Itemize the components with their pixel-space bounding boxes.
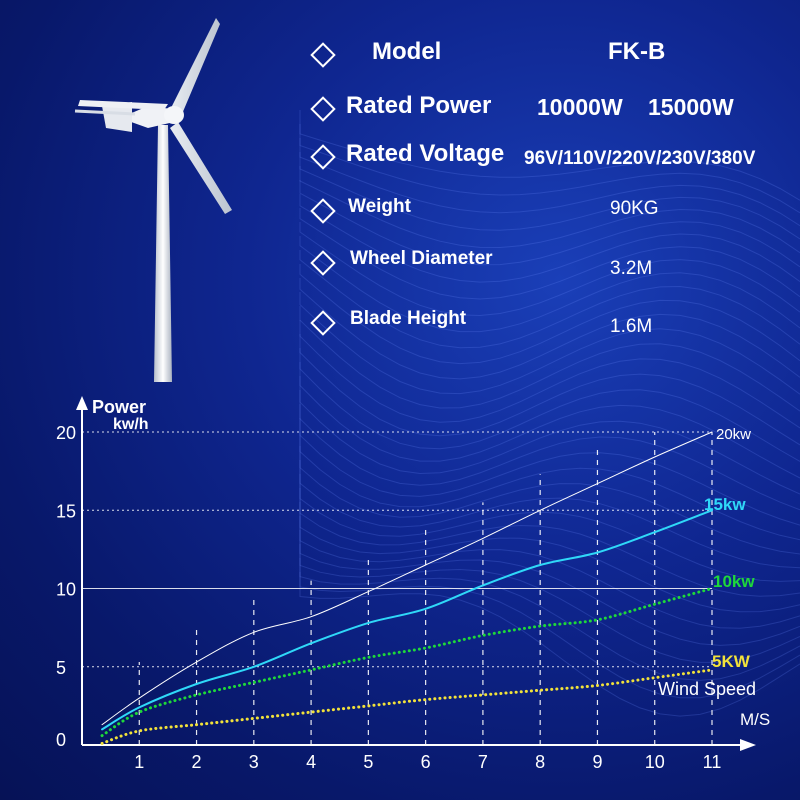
background-wave-line [299,152,800,240]
diamond-icon [310,250,336,276]
spec-label-weight: Weight [348,196,411,217]
x-tick-label: 1 [134,752,144,772]
spec-label-blade-height: Blade Height [350,308,467,329]
spec-value-rated-voltage: 96V/110V/220V/230V/380V [524,148,756,169]
background-wave-line [299,376,800,495]
background-wave-line [299,362,800,479]
background-wave-line [299,194,800,283]
chart-series [100,431,714,745]
series-line-15kw [101,509,713,731]
spec-value-model: FK-B [608,38,666,65]
background-wave-line [299,418,800,541]
spec-row-model: Model FK-B [308,38,798,78]
x-tick-label: 11 [703,752,722,772]
background-wave-line [299,264,800,365]
background-wave-line [299,334,800,446]
x-axis-secondary-label: Wind Speed [658,679,756,699]
series-label-15kw: 15kw [704,495,746,514]
x-tick-label: 6 [421,752,431,772]
background-wave-line [299,236,800,333]
x-tick-label: 5 [363,752,373,772]
series-label-10kw: 10kw [713,572,755,591]
x-tick-label: 8 [535,752,545,772]
background-wave-line [299,320,800,429]
x-axis-label: M/S [740,710,770,729]
background-wave-line [299,292,800,395]
background-wave-line [299,222,800,317]
background-wave-line [299,348,800,462]
y-axis-unit: kw/h [113,416,149,433]
spec-list: Model FK-B Rated Power 10000W 15000W Rat… [0,0,800,380]
spec-value-rated-power-2: 15000W [648,94,734,120]
background-wave-line [299,124,800,214]
spec-label-wheel-diameter: Wheel Diameter [350,248,493,269]
spec-row-wheel-diameter: Wheel Diameter 3.2M [308,246,798,286]
spec-label-model: Model [372,38,442,65]
y-axis-arrow-icon [76,396,88,410]
background-wave-line [299,250,800,349]
x-axis-arrow-icon [740,739,756,751]
background-wave-line [299,474,800,597]
diamond-icon [310,42,336,68]
series-line-5kw [100,668,714,745]
diamond-icon [310,310,336,336]
background-wave-line [299,446,800,569]
wind-turbine-icon [74,18,232,382]
x-tick-label: 7 [478,752,488,772]
background-wave-line [299,208,800,300]
spec-label-rated-voltage: Rated Voltage [346,140,505,167]
background-wave-line [299,432,800,555]
background-wave-line [299,278,800,380]
spec-row-weight: Weight 90KG [308,194,798,234]
y-tick-label: 5 [56,658,66,678]
series-line-10kw [100,587,714,738]
background-wave-line [299,502,800,629]
series-label-20kw: 20kw [716,426,751,443]
x-tick-label: 3 [249,752,259,772]
spec-label-rated-power: Rated Power [346,92,492,119]
chart-ticks: 0 5 10 15 20 1 2 3 4 5 6 7 8 9 10 11 [56,423,721,772]
diamond-icon [310,96,336,122]
background-wave-line [299,544,800,681]
x-tick-label: 2 [192,752,202,772]
spec-value-blade-height: 1.6M [610,316,653,337]
background-wave-line [299,110,800,201]
spec-value-rated-power-1: 10000W [537,94,623,120]
series-line-20kw [101,431,713,726]
background-wave-line [299,166,800,254]
background-wave-line [299,390,800,511]
background-wave-line [299,138,800,227]
chart-labels: Power kw/h M/S Wind Speed 20kw 15kw 10kw 5K… [92,397,770,729]
x-tick-label: 10 [645,752,665,772]
background-wave-line [299,404,800,526]
background-wave-line [299,180,800,268]
y-tick-label: 15 [56,501,76,521]
spec-row-rated-voltage: Rated Voltage 96V/110V/220V/230V/380V [308,140,798,180]
series-label-5kw: 5KW [712,652,751,671]
y-tick-label: 20 [56,423,76,443]
spec-row-rated-power: Rated Power 10000W 15000W [308,92,798,132]
diamond-icon [310,144,336,170]
spec-row-blade-height: Blade Height 1.6M [308,306,798,346]
spec-value-wheel-diameter: 3.2M [610,258,653,279]
spec-value-weight: 90KG [610,198,659,219]
chart-grid [82,431,713,745]
y-tick-label: 10 [56,580,76,600]
x-tick-label: 4 [306,752,316,772]
chart-axes [76,396,756,751]
y-axis-label: Power [92,397,146,417]
diamond-icon [310,198,336,224]
power-curve-chart: 0 5 10 15 20 1 2 3 4 5 6 7 8 9 10 11 Power kw/h M/S Win… [56,396,770,772]
background-wave-line [299,306,800,412]
x-tick-label: 9 [592,752,602,772]
y-tick-label: 0 [56,730,66,750]
